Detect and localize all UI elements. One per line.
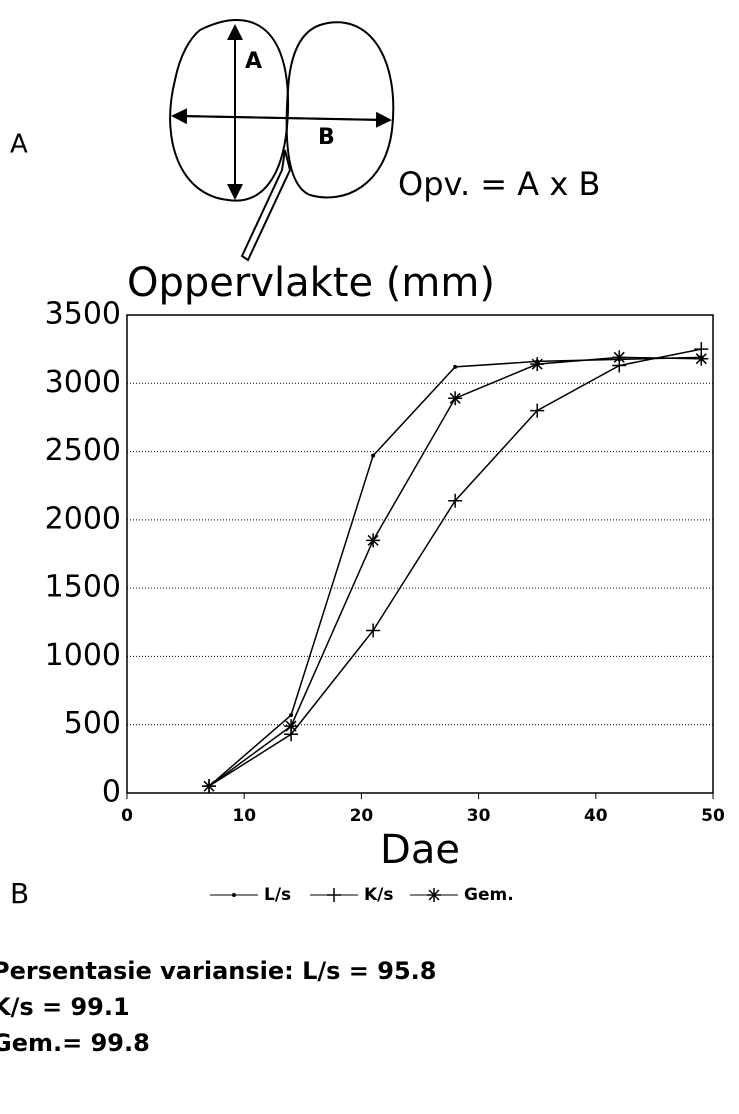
x-tick-label: 20 xyxy=(350,806,374,826)
legend-label: Gem. xyxy=(464,885,514,905)
y-tick-label: 3000 xyxy=(45,365,121,400)
marker xyxy=(202,779,217,794)
marker xyxy=(453,364,458,369)
chart-title: Oppervlakte (mm) xyxy=(127,260,495,306)
marker xyxy=(612,350,627,365)
diagram-formula: Opv. = A x B xyxy=(398,165,600,203)
marker xyxy=(530,403,545,418)
note: K/s = 99.1 xyxy=(0,993,130,1021)
y-tick-label: 500 xyxy=(64,706,121,741)
y-tick-label: 3500 xyxy=(45,297,121,332)
y-tick-label: 1000 xyxy=(45,638,121,673)
y-tick-label: 2000 xyxy=(45,501,121,536)
panel-label: B xyxy=(10,877,29,910)
legend-label: L/s xyxy=(264,885,291,905)
marker xyxy=(530,357,545,372)
diagram-label: B xyxy=(318,125,335,150)
marker xyxy=(448,391,463,406)
marker xyxy=(289,713,294,718)
marker xyxy=(371,453,376,458)
leaf-diagram xyxy=(169,19,395,262)
plot-frame xyxy=(126,314,714,794)
x-tick-label: 40 xyxy=(584,806,608,826)
marker xyxy=(366,533,381,548)
x-tick-label: 10 xyxy=(232,806,256,826)
panel-label: A xyxy=(10,130,28,160)
marker xyxy=(448,493,463,508)
x-tick-label: 0 xyxy=(121,806,133,826)
y-tick-label: 0 xyxy=(102,775,121,810)
legend-marker xyxy=(327,888,341,902)
legend-marker xyxy=(232,893,236,897)
note: Persentasie variansie: L/s = 95.8 xyxy=(0,957,436,985)
legend-label: K/s xyxy=(364,885,394,905)
diagram-label: A xyxy=(245,49,262,74)
marker xyxy=(366,623,381,638)
data-line xyxy=(208,356,702,787)
y-tick-label: 1500 xyxy=(45,570,121,605)
legend-marker xyxy=(427,888,441,902)
x-tick-label: 30 xyxy=(467,806,491,826)
x-axis-label: Dae xyxy=(380,827,460,873)
note: Gem.= 99.8 xyxy=(0,1029,150,1057)
marker xyxy=(284,719,299,734)
data-line xyxy=(208,348,702,787)
x-tick-label: 50 xyxy=(701,806,725,826)
y-tick-label: 2500 xyxy=(45,433,121,468)
marker xyxy=(694,351,709,366)
